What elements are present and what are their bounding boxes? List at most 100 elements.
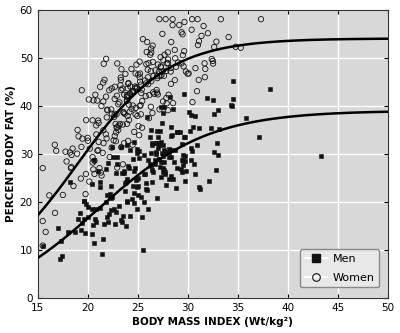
Point [102, 167, 109, 172]
Point [156, 17, 162, 22]
Point [111, 115, 117, 120]
Point [113, 130, 119, 135]
Point [112, 221, 118, 226]
Point [128, 66, 135, 72]
Point [141, 153, 148, 158]
Point [121, 171, 127, 176]
Point [120, 110, 127, 115]
Point [155, 135, 162, 140]
Point [170, 177, 177, 182]
Point [151, 91, 158, 97]
Point [79, 220, 85, 225]
Point [103, 56, 109, 62]
Point [192, 171, 198, 177]
Point [96, 205, 103, 210]
Point [123, 223, 129, 228]
Point [76, 210, 83, 216]
Point [96, 139, 102, 145]
Point [215, 108, 222, 113]
Point [157, 128, 164, 133]
Point [160, 99, 166, 104]
Y-axis label: PERCENT BODY FAT (%): PERCENT BODY FAT (%) [6, 86, 16, 222]
Point [104, 108, 111, 113]
Point [132, 105, 139, 111]
Point [112, 96, 118, 102]
Point [97, 84, 103, 90]
Point [155, 146, 161, 151]
Point [200, 23, 207, 29]
Point [109, 194, 116, 199]
Point [141, 171, 148, 176]
Point [144, 39, 150, 45]
Point [139, 247, 146, 252]
Point [136, 59, 143, 64]
Point [230, 79, 236, 84]
Point [95, 118, 101, 123]
Point [82, 202, 89, 207]
Point [130, 183, 136, 188]
Point [154, 195, 161, 200]
Point [138, 90, 144, 96]
Point [163, 68, 170, 74]
Point [138, 112, 144, 117]
Point [79, 136, 86, 141]
Point [83, 171, 89, 176]
Point [100, 61, 107, 66]
Point [214, 141, 220, 146]
Point [124, 176, 130, 181]
Point [130, 140, 137, 145]
Point [140, 36, 146, 42]
Point [156, 157, 162, 162]
Point [116, 100, 122, 105]
Point [126, 117, 132, 123]
Point [181, 19, 188, 25]
Point [75, 216, 81, 222]
Point [196, 77, 202, 83]
Point [55, 225, 62, 230]
Point [210, 97, 216, 103]
Point [210, 58, 216, 64]
Point [165, 61, 171, 66]
Point [97, 184, 103, 189]
Point [183, 69, 189, 74]
Point [148, 164, 155, 169]
Point [143, 81, 149, 86]
Point [196, 126, 202, 131]
Point [82, 191, 89, 197]
Point [194, 17, 201, 22]
Point [180, 64, 187, 69]
Point [149, 143, 155, 148]
Point [189, 17, 195, 22]
Point [40, 166, 46, 171]
Point [173, 64, 179, 70]
Point [126, 166, 132, 171]
Point [129, 89, 135, 94]
Point [124, 121, 130, 127]
Point [168, 81, 174, 87]
Point [112, 112, 118, 117]
Point [103, 199, 110, 205]
Point [115, 127, 122, 133]
Point [133, 86, 140, 92]
Point [42, 229, 49, 235]
Point [232, 44, 239, 50]
Point [120, 162, 126, 167]
Point [172, 56, 178, 61]
Point [190, 124, 196, 129]
Point [124, 98, 130, 103]
Point [158, 159, 164, 165]
Point [113, 170, 119, 176]
Point [109, 111, 115, 117]
Point [145, 75, 151, 80]
Point [132, 166, 138, 171]
Point [110, 154, 116, 160]
Point [74, 151, 80, 156]
Point [214, 153, 221, 158]
Point [160, 153, 166, 159]
X-axis label: BODY MASS INDEX (Wt/kg²): BODY MASS INDEX (Wt/kg²) [132, 317, 293, 327]
Legend: Men, Women: Men, Women [300, 249, 379, 287]
Point [158, 64, 164, 69]
Point [238, 45, 244, 50]
Point [150, 169, 156, 175]
Point [205, 31, 211, 36]
